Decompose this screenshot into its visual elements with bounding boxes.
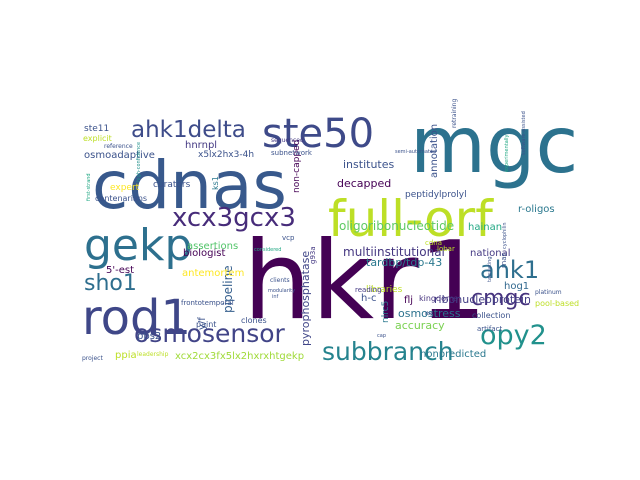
word-75: retraining (451, 99, 458, 128)
word-66: rnas (500, 253, 508, 268)
word-68: platinum (535, 289, 562, 296)
word-18: multiinstitutional (343, 245, 445, 259)
word-74: leadership (137, 351, 169, 358)
word-41: flj (404, 295, 413, 306)
word-84: inf (272, 294, 279, 300)
word-31: 5'-est (106, 265, 134, 276)
word-44: y/f (197, 317, 208, 330)
word-38: x5lx2hx3-4h (198, 150, 254, 160)
word-48: r-oligos (518, 204, 555, 215)
word-11: opy2 (480, 320, 547, 351)
word-73: project (82, 355, 103, 362)
word-57: clones (241, 316, 267, 325)
word-26: nonpredicted (420, 349, 486, 360)
word-56: paint (196, 320, 216, 329)
word-86: rbp (425, 311, 433, 317)
word-7: osmosensor (134, 319, 286, 348)
word-25: xcx2cx3fx5lx2hxrxhtgekp (175, 351, 304, 362)
word-17: pipeline (221, 265, 235, 313)
word-79: cyclophilin (502, 222, 508, 249)
word-67: frontotemporal (181, 299, 234, 307)
word-23: osmostress (398, 307, 461, 320)
word-19: institutes (343, 158, 394, 171)
word-78: modularity (268, 288, 295, 294)
word-46: ppia (115, 350, 137, 361)
word-16: pyrophosphatase (299, 251, 312, 346)
word-82: considered (254, 247, 281, 253)
word-53: expert (110, 183, 140, 193)
word-1: mgc (410, 101, 578, 191)
word-33: biologist (183, 248, 225, 259)
word-43: nlrc5 (381, 301, 391, 323)
word-0: hkr1 (243, 219, 487, 344)
word-58: non-capped (292, 140, 302, 193)
word-34: assertions (187, 241, 238, 252)
word-8: subbranch (322, 337, 454, 366)
word-55: centenarians (95, 194, 147, 203)
word-32: antemortem (182, 268, 244, 279)
word-13: cmgc (471, 286, 531, 311)
word-49: collection (472, 311, 510, 320)
word-71: sequenced (271, 137, 304, 144)
word-77: high-confidence (136, 142, 142, 182)
word-47: libraries (366, 285, 403, 295)
word-80: software-assisted (521, 111, 527, 155)
word-59: ks1 (211, 176, 220, 190)
word-63: clients (270, 277, 290, 284)
word-35: osmoadaptive (84, 150, 155, 161)
word-2: cdnas (92, 147, 287, 224)
word-15: oligoribonucleotide (339, 219, 454, 233)
word-36: ste11 (84, 124, 109, 134)
word-27: annotation (429, 124, 440, 178)
word-21: tardbp/tdp-43 (366, 256, 442, 269)
word-12: ahk1 (480, 256, 539, 284)
word-10: ahk1delta (131, 117, 246, 143)
word-69: explicit (83, 134, 112, 143)
word-50: pool-based (535, 299, 579, 308)
word-52: artifact (477, 325, 502, 333)
word-28: hainan (468, 222, 502, 233)
word-20: decapped (337, 177, 391, 190)
word-3: full-orf (328, 190, 494, 248)
word-22: ribonucleoprotein (434, 293, 531, 306)
word-54: curators (153, 180, 191, 190)
word-4: ste50 (262, 111, 374, 157)
word-39: peptidylprolyl (405, 190, 467, 200)
word-65: lobar (437, 245, 455, 253)
word-83: cap (377, 333, 386, 339)
word-40: h-c (361, 293, 376, 304)
word-42: kingdoms (419, 294, 458, 303)
word-5: gekp (84, 220, 192, 271)
word-60: subnetwork (271, 149, 313, 157)
word-30: hog1 (504, 281, 529, 292)
word-72: semi-automated (395, 149, 436, 155)
word-61: g93a (309, 246, 317, 264)
word-9: xcx3gcx3 (172, 203, 296, 233)
word-24: accuracy (395, 319, 445, 332)
word-76: first-strand (86, 173, 92, 201)
word-64: cdna (425, 239, 442, 247)
word-51: reading (355, 286, 382, 294)
word-81: experimentally (504, 134, 510, 172)
word-6: rod1 (82, 290, 191, 346)
word-29: national (470, 248, 511, 259)
word-70: reference (104, 143, 133, 150)
word-62: vcp (282, 234, 295, 242)
word-45: pbs2 (137, 331, 161, 342)
word-85: tabulating (487, 256, 493, 282)
word-14: sho1 (84, 271, 137, 296)
word-37: hnrnpl (185, 140, 217, 151)
